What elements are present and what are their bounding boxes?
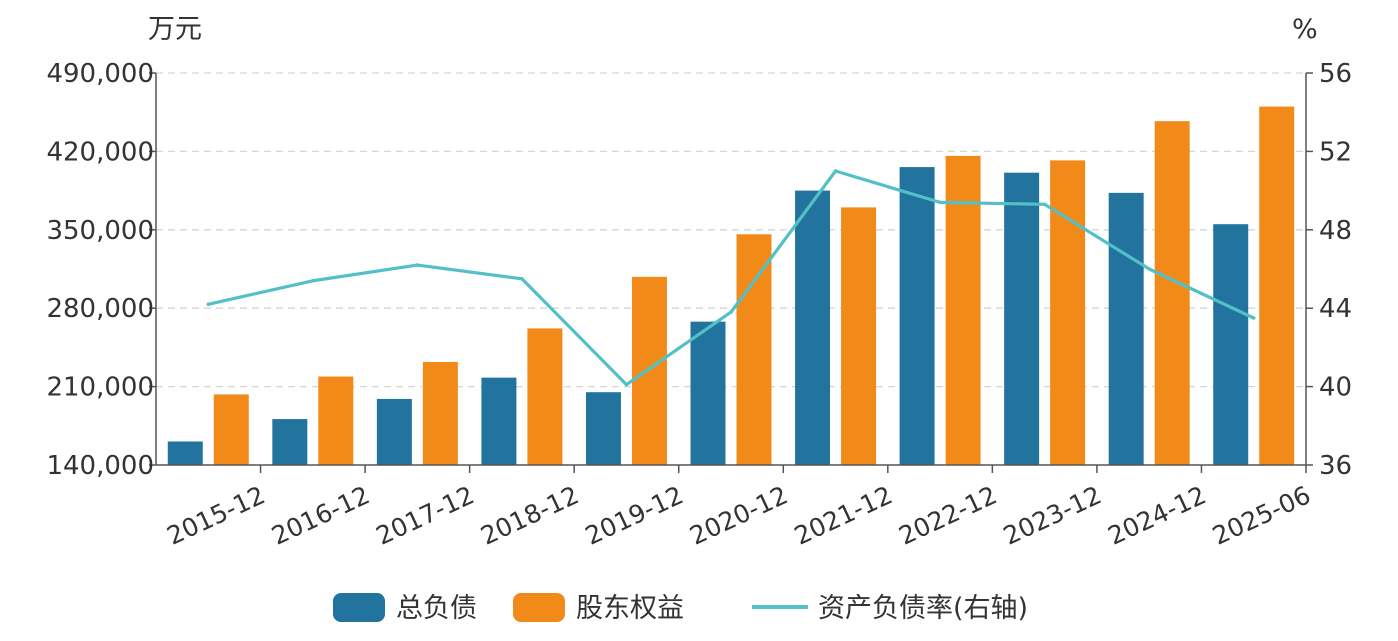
x-tick-label: 2015-12 <box>163 480 270 550</box>
left-tick-label: 140,000 <box>46 451 154 481</box>
bar-股东权益[interactable] <box>841 207 877 465</box>
line-point[interactable] <box>624 382 629 387</box>
left-tick-label: 350,000 <box>46 216 154 246</box>
bar-股东权益[interactable] <box>213 394 249 465</box>
line-point[interactable] <box>833 169 838 173</box>
bar-总负债[interactable] <box>1004 172 1040 465</box>
left-axis-unit: 万元 <box>148 14 202 45</box>
bar-总负债[interactable] <box>795 190 831 465</box>
legend-label: 总负债 <box>396 593 477 624</box>
line-point[interactable] <box>311 278 315 283</box>
right-axis-unit: % <box>1292 14 1318 45</box>
bar-股东权益[interactable] <box>422 361 458 465</box>
legend[interactable]: 总负债 股东权益 资产负债率(右轴) <box>333 593 1028 624</box>
x-tick-label: 2025-06 <box>1208 480 1315 550</box>
x-tick-label: 2023-12 <box>999 480 1106 550</box>
x-tick-label: 2021-12 <box>790 480 897 550</box>
line-point[interactable] <box>206 302 211 307</box>
legend-swatch <box>513 593 565 622</box>
line-point[interactable] <box>1042 202 1047 207</box>
line-layer <box>206 169 1256 387</box>
right-tick-label: 36 <box>1319 451 1352 481</box>
line-point[interactable] <box>415 263 420 267</box>
x-tick-label: 2019-12 <box>581 480 688 550</box>
bar-股东权益[interactable] <box>945 155 981 465</box>
x-tick-label: 2017-12 <box>372 480 479 550</box>
legend-label: 股东权益 <box>576 593 684 624</box>
bar-股东权益[interactable] <box>318 376 354 465</box>
line-point[interactable] <box>1147 267 1151 271</box>
bar-股东权益[interactable] <box>1050 160 1086 466</box>
line-资产负债率(右轴) <box>207 169 1255 387</box>
right-tick-label: 52 <box>1319 137 1352 167</box>
line-point[interactable] <box>520 277 524 281</box>
bar-总负债[interactable] <box>272 419 308 465</box>
line-point[interactable] <box>1251 316 1256 320</box>
left-tick-label: 490,000 <box>46 59 154 89</box>
x-tick-label: 2024-12 <box>1104 480 1211 550</box>
left-tick-label: 280,000 <box>46 294 154 324</box>
bars-layer <box>167 106 1295 466</box>
bar-总负债[interactable] <box>1108 192 1144 465</box>
left-tick-label: 420,000 <box>46 137 154 167</box>
bar-股东权益[interactable] <box>527 328 563 465</box>
bar-总负债[interactable] <box>1213 224 1249 465</box>
right-tick-label: 40 <box>1319 373 1352 403</box>
bar-总负债[interactable] <box>585 392 621 465</box>
legend-item[interactable]: 资产负债率(右轴) <box>752 593 1028 624</box>
legend-item[interactable]: 股东权益 <box>513 593 684 624</box>
bar-总负债[interactable] <box>376 398 412 465</box>
bar-总负债[interactable] <box>899 167 935 465</box>
legend-swatch <box>333 593 385 622</box>
right-tick-label: 56 <box>1319 59 1352 89</box>
line-point[interactable] <box>938 200 942 205</box>
bar-股东权益[interactable] <box>631 276 667 465</box>
x-tick-label: 2018-12 <box>476 480 583 550</box>
left-tick-label: 210,000 <box>46 373 154 403</box>
x-tick-label: 2022-12 <box>894 480 1001 550</box>
bar-总负债[interactable] <box>481 377 517 465</box>
bar-股东权益[interactable] <box>736 234 772 465</box>
line-point[interactable] <box>729 310 733 314</box>
bar-总负债[interactable] <box>690 321 726 465</box>
legend-item[interactable]: 总负债 <box>333 593 477 624</box>
bar-总负债[interactable] <box>167 441 203 465</box>
right-tick-label: 44 <box>1319 294 1352 324</box>
bar-股东权益[interactable] <box>1259 106 1295 465</box>
legend-label: 资产负债率(右轴) <box>818 593 1028 624</box>
x-tick-label: 2020-12 <box>685 480 792 550</box>
x-tick-label: 2016-12 <box>267 480 374 550</box>
bar-股东权益[interactable] <box>1154 121 1190 465</box>
right-tick-label: 48 <box>1319 216 1352 246</box>
